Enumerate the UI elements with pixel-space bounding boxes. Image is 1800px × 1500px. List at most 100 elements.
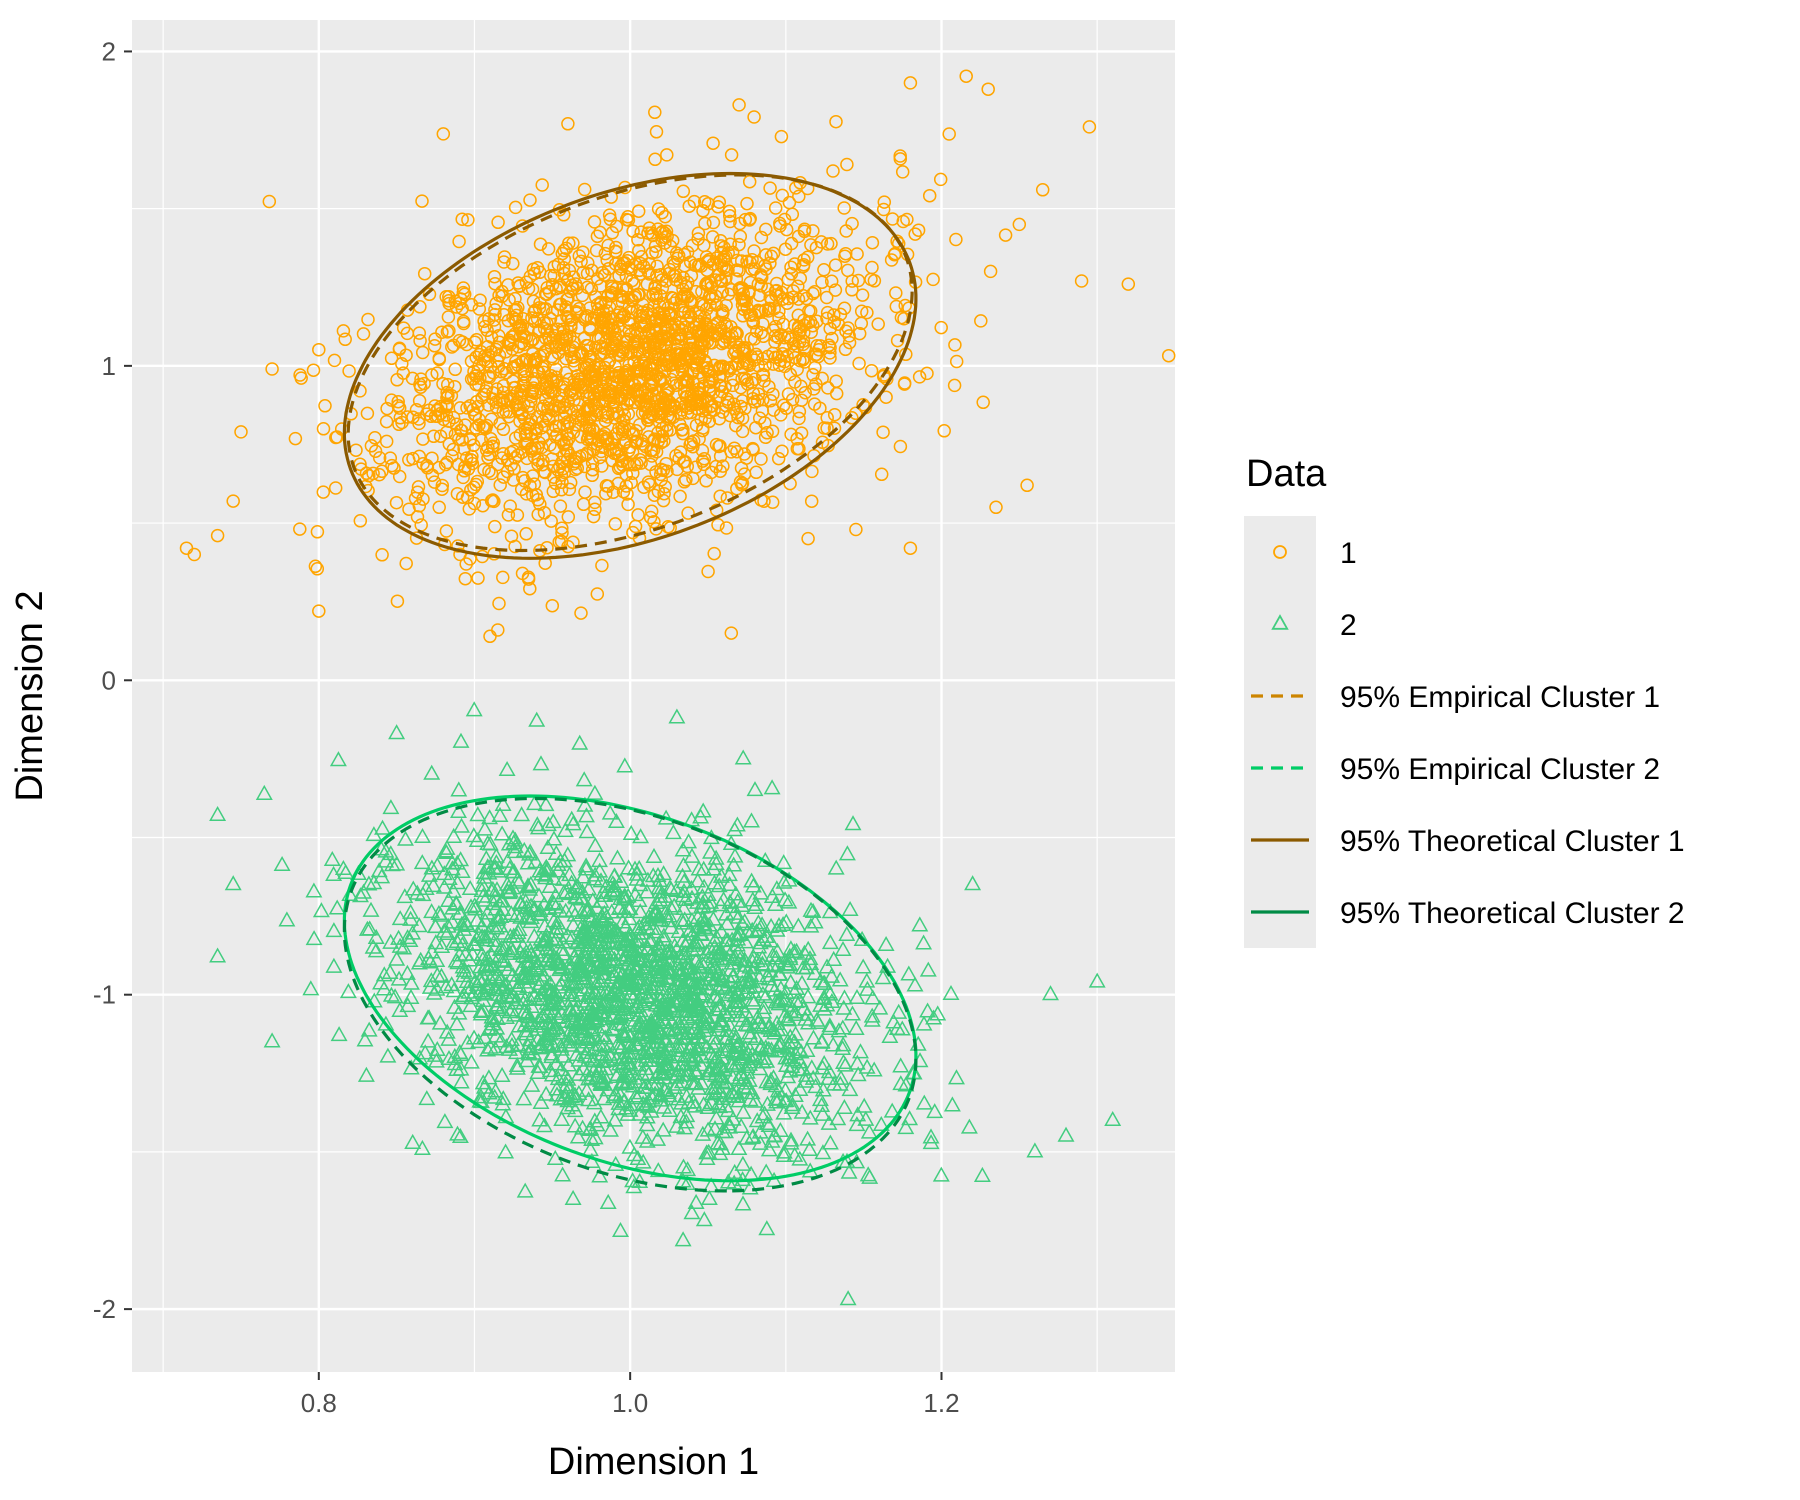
data-point-cluster-2 [502, 905, 520, 921]
data-point-cluster-1 [592, 307, 606, 322]
data-point-cluster-2 [653, 980, 670, 996]
data-point-cluster-2 [361, 920, 379, 936]
data-point-cluster-1 [492, 596, 506, 611]
data-point-cluster-2 [553, 940, 571, 957]
data-point-cluster-1 [316, 485, 331, 499]
data-point-cluster-2 [678, 1107, 696, 1123]
data-point-cluster-1 [436, 377, 450, 391]
data-point-cluster-1 [372, 467, 387, 482]
data-point-cluster-2 [629, 943, 647, 959]
data-point-cluster-2 [492, 907, 509, 923]
data-point-cluster-1 [743, 275, 758, 290]
data-point-cluster-1 [528, 314, 542, 329]
data-point-cluster-1 [758, 358, 772, 373]
data-point-cluster-2 [504, 879, 522, 895]
data-point-cluster-1 [767, 301, 781, 316]
data-point-cluster-1 [736, 287, 751, 301]
data-point-cluster-1 [855, 288, 870, 302]
data-point-cluster-1 [760, 349, 775, 364]
data-point-cluster-1 [894, 310, 909, 325]
data-point-cluster-2 [482, 1019, 499, 1035]
data-point-cluster-2 [469, 806, 487, 822]
data-point-cluster-2 [626, 1069, 644, 1085]
data-point-cluster-2 [612, 872, 630, 888]
data-point-cluster-2 [734, 749, 752, 765]
data-point-cluster-1 [461, 213, 475, 227]
data-point-cluster-1 [658, 480, 672, 494]
data-point-cluster-1 [631, 233, 645, 247]
data-point-cluster-1 [582, 320, 597, 334]
data-point-cluster-2 [586, 836, 604, 853]
data-point-cluster-1 [478, 349, 492, 363]
data-point-cluster-1 [820, 311, 834, 326]
data-point-cluster-2 [834, 1019, 852, 1035]
data-point-cluster-2 [848, 1116, 866, 1132]
data-point-cluster-2 [628, 1017, 646, 1033]
data-point-cluster-2 [632, 1014, 650, 1030]
data-point-cluster-2 [501, 859, 519, 876]
data-point-cluster-1 [455, 490, 470, 504]
data-point-cluster-2 [525, 927, 543, 943]
data-point-cluster-1 [803, 314, 818, 329]
data-point-cluster-2 [630, 859, 648, 875]
data-point-cluster-1 [631, 204, 646, 218]
data-point-cluster-1 [809, 377, 823, 391]
data-point-cluster-1 [546, 484, 561, 499]
data-point-cluster-2 [585, 919, 602, 935]
data-point-cluster-2 [522, 875, 540, 891]
data-point-cluster-2 [675, 873, 693, 889]
data-point-cluster-1 [726, 397, 741, 411]
data-point-cluster-2 [548, 914, 566, 930]
data-point-cluster-1 [722, 364, 736, 378]
data-point-cluster-2 [646, 1085, 664, 1101]
data-point-cluster-2 [782, 973, 800, 989]
data-point-cluster-1 [415, 345, 430, 360]
data-point-cluster-1 [561, 394, 575, 408]
data-point-cluster-1 [621, 367, 635, 382]
data-point-cluster-1 [735, 424, 750, 439]
data-point-cluster-2 [690, 998, 708, 1014]
data-point-cluster-1 [850, 247, 864, 261]
data-point-cluster-1 [512, 402, 527, 416]
data-point-cluster-2 [710, 997, 728, 1013]
data-point-cluster-2 [788, 942, 806, 958]
data-point-cluster-2 [541, 940, 559, 956]
data-point-cluster-2 [503, 1031, 521, 1047]
data-point-cluster-1 [911, 223, 926, 237]
data-point-cluster-1 [564, 317, 578, 332]
y-tick-label: 0 [102, 665, 116, 695]
data-point-cluster-2 [735, 1069, 753, 1085]
data-point-cluster-2 [578, 823, 596, 839]
data-point-cluster-2 [438, 839, 456, 855]
data-point-cluster-2 [797, 1066, 815, 1082]
data-point-cluster-1 [820, 410, 834, 425]
data-point-cluster-2 [476, 820, 494, 836]
data-point-cluster-1 [790, 441, 805, 456]
data-point-cluster-2 [766, 895, 784, 912]
data-point-cluster-1 [722, 209, 737, 223]
data-point-cluster-2 [848, 1054, 866, 1070]
data-point-cluster-2 [841, 900, 859, 917]
data-point-cluster-2 [655, 1098, 673, 1114]
data-point-cluster-1 [234, 425, 248, 439]
data-point-cluster-2 [732, 1065, 750, 1081]
data-point-cluster-2 [570, 1019, 588, 1035]
data-point-cluster-2 [475, 1078, 493, 1094]
data-point-cluster-2 [677, 949, 695, 965]
data-point-cluster-2 [606, 867, 624, 883]
data-point-cluster-1 [497, 250, 512, 264]
data-point-cluster-2 [796, 1010, 814, 1026]
data-point-cluster-2 [849, 1106, 867, 1122]
data-point-cluster-1 [608, 517, 623, 531]
data-point-cluster-2 [552, 852, 569, 868]
data-point-cluster-1 [562, 263, 577, 278]
data-point-cluster-1 [410, 485, 425, 499]
data-point-cluster-1 [773, 219, 787, 233]
data-point-cluster-2 [641, 1044, 659, 1060]
data-point-cluster-1 [633, 256, 648, 271]
data-point-cluster-2 [672, 1108, 690, 1124]
data-point-cluster-2 [915, 1094, 933, 1110]
data-point-cluster-1 [524, 384, 539, 399]
data-point-cluster-1 [849, 406, 863, 421]
data-point-cluster-1 [665, 233, 680, 248]
